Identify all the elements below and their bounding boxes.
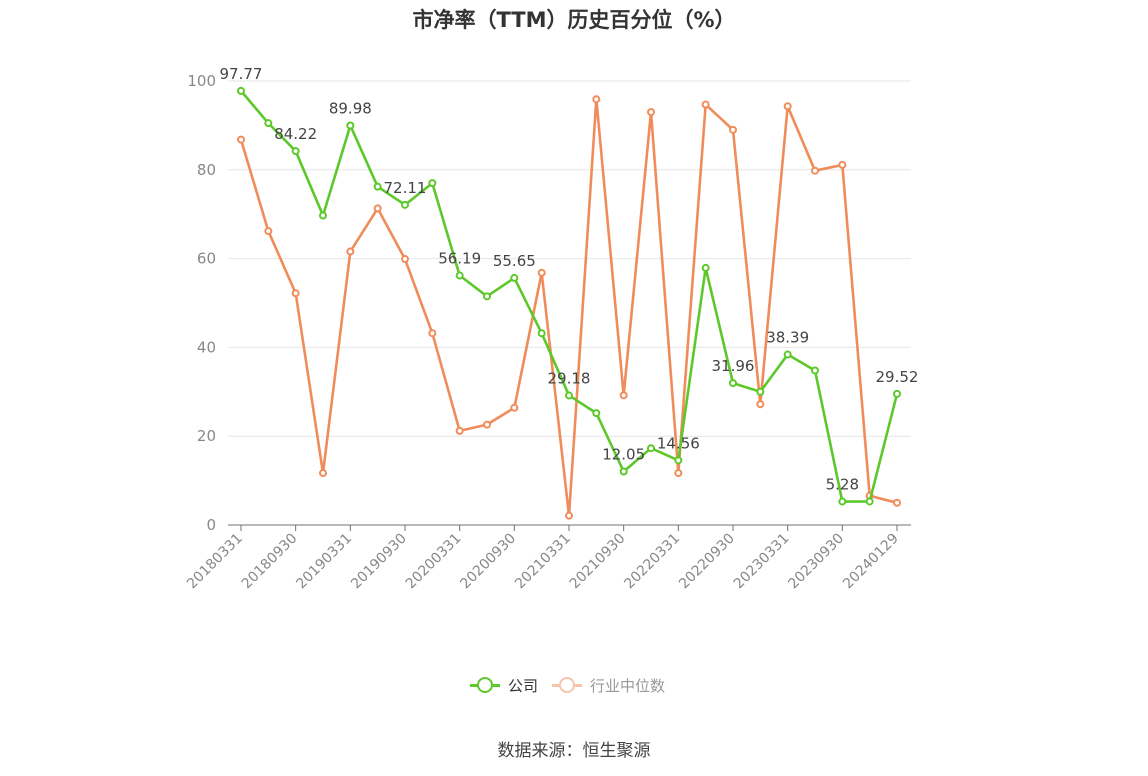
y-tick-label: 100: [187, 72, 216, 90]
data-label-company: 55.65: [493, 252, 536, 270]
y-tick-label: 0: [206, 516, 216, 534]
data-label-company: 29.52: [876, 368, 919, 386]
data-point-company: [729, 379, 737, 388]
y-tick-label: 40: [197, 338, 216, 356]
data-point-company: [237, 86, 245, 95]
data-label-company: 5.28: [826, 476, 859, 494]
data-point-company: [428, 179, 437, 188]
data-point-industry-median: [811, 166, 819, 175]
data-point-industry-median: [373, 204, 382, 213]
data-point-company: [619, 467, 628, 476]
x-tick-label: 20230331: [731, 531, 793, 593]
data-point-company: [647, 444, 655, 453]
data-point-industry-median: [346, 247, 355, 256]
data-point-company: [565, 391, 573, 400]
data-point-industry-median: [729, 125, 737, 134]
x-tick-label: 20220930: [676, 531, 738, 593]
data-source: 数据来源：恒生聚源: [497, 741, 651, 761]
data-label-company: 97.77: [220, 65, 263, 83]
data-point-industry-median: [237, 135, 245, 144]
data-point-company: [756, 387, 765, 396]
data-point-company: [893, 389, 901, 398]
data-label-company: 89.98: [329, 99, 372, 117]
data-point-industry-median: [510, 403, 519, 412]
data-point-company: [455, 271, 464, 280]
x-tick-label: 20190930: [348, 531, 410, 593]
data-point-company: [537, 329, 546, 338]
data-point-company: [674, 456, 683, 465]
data-label-company: 56.19: [438, 250, 481, 268]
data-point-industry-median: [455, 426, 464, 435]
legend-item-company[interactable]: 公司: [470, 675, 538, 696]
data-point-company: [783, 350, 792, 359]
x-tick-label: 20200930: [457, 531, 519, 593]
legend-swatch-industry-median: [552, 677, 583, 693]
data-point-company: [346, 121, 355, 130]
legend-item-industry-median[interactable]: 行业中位数: [552, 675, 665, 696]
data-label-company: 31.96: [712, 357, 755, 375]
x-tick-label: 20210930: [567, 531, 629, 593]
data-point-industry-median: [783, 102, 792, 111]
data-point-industry-median: [893, 498, 901, 507]
data-point-company: [592, 409, 601, 418]
data-point-company: [291, 147, 300, 156]
data-label-company: 84.22: [274, 125, 317, 143]
data-point-company: [811, 366, 819, 375]
data-point-company: [865, 497, 874, 506]
data-label-company: 14.56: [657, 434, 700, 452]
x-tick-label: 20240129: [840, 531, 902, 593]
data-point-company: [510, 273, 519, 282]
data-label-company: 72.11: [384, 179, 427, 197]
legend: 公司 行业中位数: [470, 672, 679, 698]
legend-label-company: 公司: [508, 676, 539, 695]
data-point-company: [838, 497, 847, 506]
data-point-industry-median: [401, 255, 409, 264]
data-point-industry-median: [565, 511, 573, 520]
data-point-industry-median: [619, 391, 628, 400]
data-point-industry-median: [647, 108, 655, 117]
x-tick-label: 20230930: [785, 531, 847, 593]
series-line-company: [240, 90, 899, 503]
data-label-company: 29.18: [548, 369, 591, 387]
data-point-company: [264, 119, 273, 128]
legend-label-industry-median: 行业中位数: [590, 676, 666, 695]
data-point-industry-median: [838, 160, 847, 169]
data-point-industry-median: [319, 469, 327, 478]
x-tick-label: 20180930: [239, 531, 301, 593]
data-point-industry-median: [428, 329, 437, 338]
y-tick-label: 20: [197, 427, 216, 445]
grid: [228, 80, 911, 437]
data-point-industry-median: [291, 289, 300, 298]
data-point-company: [483, 292, 491, 301]
x-tick-label: 20210331: [512, 531, 574, 593]
data-label-company: 38.39: [766, 329, 809, 347]
data-point-industry-median: [701, 100, 710, 109]
data-point-industry-median: [674, 469, 683, 478]
chart-title: 市净率（TTM）历史百分位（%）: [412, 8, 736, 32]
data-point-company: [373, 182, 382, 191]
data-point-industry-median: [483, 420, 491, 429]
data-point-industry-median: [537, 268, 546, 277]
x-tick-label: 20200331: [403, 531, 465, 593]
x-tick-label: 20180331: [184, 531, 246, 593]
data-point-company: [701, 263, 710, 272]
x-tick-label: 20220331: [621, 531, 683, 593]
data-label-company: 12.05: [602, 445, 645, 463]
legend-swatch-company: [470, 677, 500, 693]
y-tick-label: 60: [197, 250, 216, 268]
data-point-industry-median: [756, 400, 765, 409]
data-point-industry-median: [264, 227, 273, 236]
data-point-company: [401, 200, 409, 209]
y-tick-label: 80: [197, 161, 216, 179]
series-layer: [237, 86, 901, 520]
data-point-company: [319, 211, 327, 220]
data-labels: 97.77 84.22 89.98 72.11 56.19 55.65 29.18 12.05…: [220, 65, 919, 494]
x-tick-label: 20190331: [293, 531, 355, 593]
data-point-industry-median: [592, 95, 601, 104]
